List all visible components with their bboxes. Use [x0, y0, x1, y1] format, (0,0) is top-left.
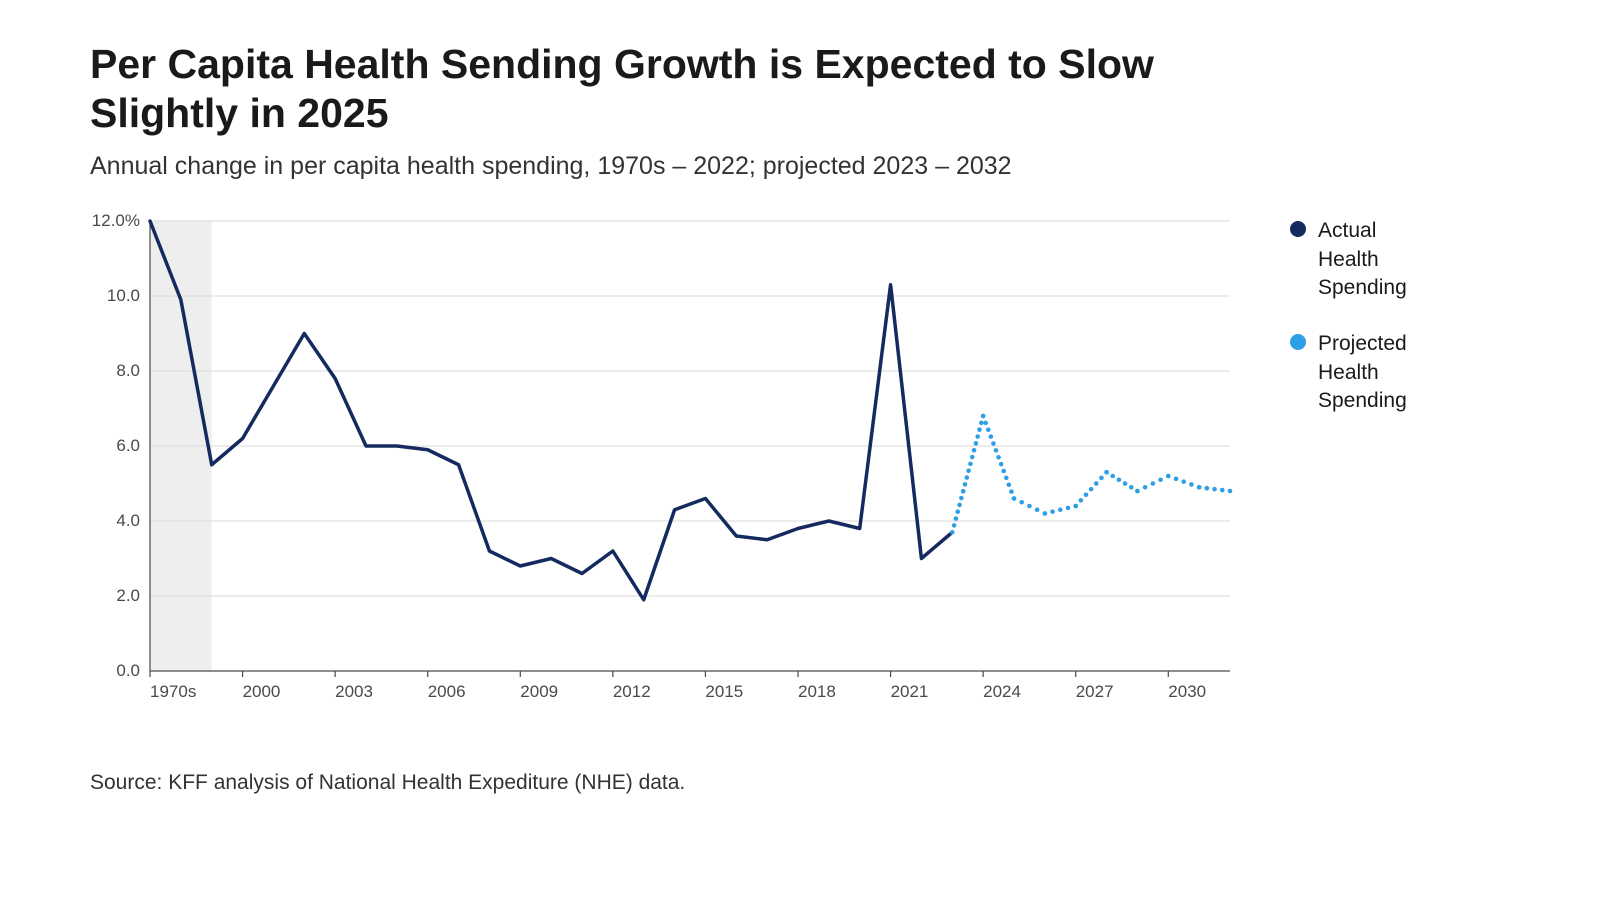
line-chart-svg: 0.0 2.0 4.0 6.0 8.0 10.0 12.0% 1970s 2000 2003 200…: [90, 211, 1260, 711]
x-axis-label: 2030: [1168, 682, 1206, 701]
proj-dot: [1135, 489, 1140, 494]
proj-dot: [1104, 470, 1109, 475]
proj-dot: [996, 455, 1001, 460]
proj-dot: [961, 489, 966, 494]
y-axis-label: 0.0: [116, 661, 140, 680]
proj-dot: [1089, 487, 1094, 492]
y-axis-label: 4.0: [116, 511, 140, 530]
proj-dot: [1099, 476, 1104, 481]
proj-dot: [1009, 490, 1014, 495]
proj-dot: [950, 530, 955, 535]
proj-dot: [977, 428, 982, 433]
x-axis-label: 2027: [1076, 682, 1114, 701]
proj-dot: [963, 482, 968, 487]
proj-dot: [957, 503, 962, 508]
proj-dot: [1123, 482, 1128, 487]
legend-swatch: [1290, 221, 1306, 237]
proj-dot: [1158, 478, 1163, 483]
x-axis-label: 2024: [983, 682, 1021, 701]
proj-dot: [1007, 483, 1012, 488]
proj-dot: [975, 435, 980, 440]
proj-dot: [1220, 488, 1225, 493]
y-axis-label: 6.0: [116, 436, 140, 455]
proj-dot: [1027, 504, 1032, 509]
proj-dot: [954, 517, 959, 522]
proj-dot: [981, 414, 986, 419]
proj-dot: [966, 469, 971, 474]
proj-dot: [974, 441, 979, 446]
proj-dot: [1212, 487, 1217, 492]
proj-dot: [991, 442, 996, 447]
proj-dot: [979, 421, 984, 426]
proj-dot: [1073, 504, 1078, 509]
proj-dot: [965, 476, 970, 481]
legend-label: Actual Health Spending: [1318, 217, 1438, 302]
proj-dot: [1079, 498, 1084, 503]
proj-dot: [983, 421, 988, 426]
chart-subtitle: Annual change in per capita health spend…: [90, 152, 1520, 181]
y-axis-label: 10.0: [107, 286, 140, 305]
proj-dot: [1043, 512, 1048, 517]
proj-dot: [1129, 485, 1134, 490]
chart-title: Per Capita Health Sending Growth is Expe…: [90, 40, 1290, 138]
proj-dot: [1205, 486, 1210, 491]
proj-dot: [1001, 469, 1006, 474]
proj-dot: [1151, 482, 1156, 487]
proj-dot: [1117, 478, 1122, 483]
chart-plot-area: 0.0 2.0 4.0 6.0 8.0 10.0 12.0% 1970s 2000 2003 200…: [90, 211, 1260, 716]
series-line-actual: [150, 221, 952, 600]
proj-dot: [1110, 474, 1115, 479]
proj-dot: [1166, 474, 1171, 479]
x-axis-label: 2000: [243, 682, 281, 701]
proj-dot: [1197, 485, 1202, 490]
proj-dot: [986, 428, 991, 433]
proj-dot: [1004, 476, 1009, 481]
legend-item: Projected Health Spending: [1290, 330, 1438, 415]
chart-legend: Actual Health Spending Projected Health S…: [1290, 217, 1438, 443]
x-axis-label: 2015: [705, 682, 743, 701]
proj-dot: [1143, 485, 1148, 490]
proj-dot: [1174, 477, 1179, 482]
proj-dot: [972, 448, 977, 453]
proj-dot: [1228, 489, 1233, 494]
series-line-projected: [950, 414, 1232, 535]
proj-dot: [952, 523, 957, 528]
x-axis-label: 2003: [335, 682, 373, 701]
proj-dot: [1058, 508, 1063, 513]
y-axis-label: 8.0: [116, 361, 140, 380]
proj-dot: [1019, 500, 1024, 505]
proj-dot: [989, 435, 994, 440]
proj-dot: [1189, 483, 1194, 488]
legend-swatch: [1290, 334, 1306, 350]
proj-dot: [1181, 480, 1186, 485]
x-axis-label: 2021: [891, 682, 929, 701]
proj-dot: [968, 462, 973, 467]
x-axis-label: 2006: [428, 682, 466, 701]
y-axis-label: 2.0: [116, 586, 140, 605]
proj-dot: [955, 510, 960, 515]
proj-dot: [1084, 493, 1089, 498]
chart-source-note: Source: KFF analysis of National Health …: [90, 771, 1520, 795]
proj-dot: [999, 462, 1004, 467]
proj-dot: [994, 448, 999, 453]
proj-dot: [1035, 508, 1040, 513]
proj-dot: [970, 455, 975, 460]
legend-label: Projected Health Spending: [1318, 330, 1438, 415]
y-axis-label: 12.0%: [92, 211, 140, 230]
x-axis-label: 2012: [613, 682, 651, 701]
proj-dot: [959, 496, 964, 501]
legend-item: Actual Health Spending: [1290, 217, 1438, 302]
x-axis-label: 1970s: [150, 682, 196, 701]
proj-dot: [1066, 506, 1071, 511]
proj-dot: [1094, 482, 1099, 487]
x-axis-label: 2018: [798, 682, 836, 701]
x-axis-label: 2009: [520, 682, 558, 701]
proj-dot: [1012, 497, 1017, 502]
proj-dot: [1050, 510, 1055, 515]
